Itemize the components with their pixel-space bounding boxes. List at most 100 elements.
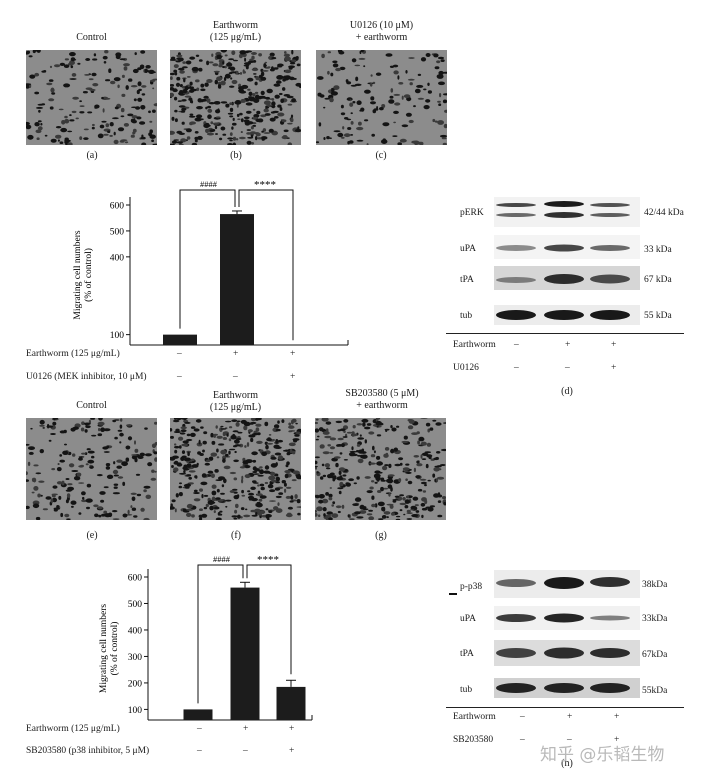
cell-blob — [194, 131, 199, 134]
cell-blob — [195, 54, 200, 57]
cell-blob — [349, 102, 354, 107]
cell-blob — [201, 494, 204, 499]
mark-t0-r0: – — [177, 349, 182, 359]
cell-blob — [246, 442, 250, 447]
cell-blob — [252, 108, 256, 111]
cell-blob — [244, 51, 249, 53]
cell-blob — [394, 463, 401, 467]
cell-blob — [277, 502, 280, 506]
cell-blob — [222, 431, 226, 437]
cell-blob — [243, 116, 250, 120]
cell-blob — [440, 464, 446, 466]
cell-blob — [32, 503, 40, 509]
cell-blob — [404, 505, 409, 509]
cell-blob — [349, 99, 352, 102]
cell-blob — [198, 514, 203, 518]
cell-blob — [349, 518, 355, 520]
cell-blob — [235, 503, 239, 509]
cell-blob — [321, 418, 329, 422]
cell-blob — [203, 494, 209, 497]
cell-blob — [392, 135, 398, 137]
cell-blob — [375, 418, 381, 420]
cell-blob — [323, 137, 326, 140]
cell-blob — [61, 120, 66, 125]
blot-treat-earthworm-bottom: Earthworm — [453, 712, 496, 722]
cell-blob — [318, 514, 321, 517]
cell-blob — [275, 495, 282, 499]
treatment-label-earthworm-top: Earthworm (125 μg/mL) — [26, 349, 120, 359]
treatment-label-u0126-top: U0126 (MEK inhibitor, 10 μM) — [26, 372, 147, 382]
blot-band — [590, 648, 630, 658]
cell-blob — [294, 494, 298, 499]
cell-blob — [329, 137, 332, 139]
cell-blob — [335, 67, 341, 72]
cell-blob — [81, 452, 86, 455]
cell-blob — [217, 84, 222, 89]
cell-blob — [315, 438, 319, 441]
cell-blob — [380, 477, 385, 481]
cell-blob — [332, 63, 339, 68]
cell-blob — [125, 445, 131, 450]
cell-blob — [381, 104, 386, 108]
blot-band — [496, 203, 536, 207]
cell-blob — [49, 65, 53, 69]
cell-blob — [179, 84, 183, 88]
kda-tub-top: 55 kDa — [644, 311, 672, 321]
kda-pp38: 38kDa — [642, 580, 668, 590]
cell-blob — [84, 452, 88, 455]
cell-blob — [78, 482, 85, 484]
cell-blob — [180, 508, 184, 512]
cell-blob — [152, 87, 155, 90]
blot-band — [590, 310, 630, 320]
cell-blob — [269, 117, 276, 122]
cell-blob — [338, 50, 345, 55]
sub-label-a: (a) — [86, 150, 98, 161]
cell-blob — [250, 486, 256, 490]
cell-blob — [275, 428, 281, 432]
cell-blob — [281, 480, 286, 484]
cell-blob — [295, 431, 301, 435]
cell-blob — [279, 92, 283, 96]
cell-blob — [366, 490, 373, 494]
treatment-label-sb203580-bottom: SB203580 (p38 inhibitor, 5 μM) — [26, 746, 150, 756]
cell-blob — [151, 469, 155, 473]
cell-blob — [406, 495, 410, 499]
cell-blob — [232, 142, 237, 145]
cell-blob — [252, 480, 257, 483]
cell-blob — [200, 426, 204, 429]
cell-blob — [425, 53, 431, 57]
cell-blob — [52, 485, 58, 489]
cell-blob — [393, 121, 396, 124]
cell-blob — [216, 435, 223, 439]
blot-mark-b2: + — [611, 363, 617, 373]
cell-blob — [406, 512, 413, 514]
blot-band — [496, 683, 536, 693]
cell-blob — [182, 440, 189, 444]
cell-blob — [343, 133, 351, 138]
cell-blob — [232, 430, 239, 433]
cell-blob — [105, 79, 111, 82]
cell-blob — [225, 420, 232, 423]
bar — [183, 709, 213, 720]
cell-blob — [342, 126, 345, 130]
cell-blob — [437, 468, 442, 471]
cell-blob — [222, 133, 227, 136]
cell-blob — [178, 105, 186, 108]
cell-blob — [216, 54, 222, 60]
cell-blob — [218, 476, 225, 480]
cell-blob — [174, 460, 178, 464]
cell-blob — [268, 475, 276, 481]
cell-blob — [376, 434, 382, 437]
cell-blob — [79, 111, 85, 114]
cell-blob — [144, 427, 148, 430]
cell-blob — [89, 464, 93, 467]
cell-blob — [281, 419, 285, 423]
cell-blob — [209, 505, 214, 511]
cell-blob — [234, 70, 239, 75]
blot-treat-earthworm-top: Earthworm — [453, 340, 496, 350]
cell-blob — [239, 466, 246, 469]
cell-blob — [214, 125, 218, 130]
cell-blob — [112, 518, 120, 520]
cell-blob — [128, 78, 133, 82]
cell-blob — [247, 77, 254, 82]
